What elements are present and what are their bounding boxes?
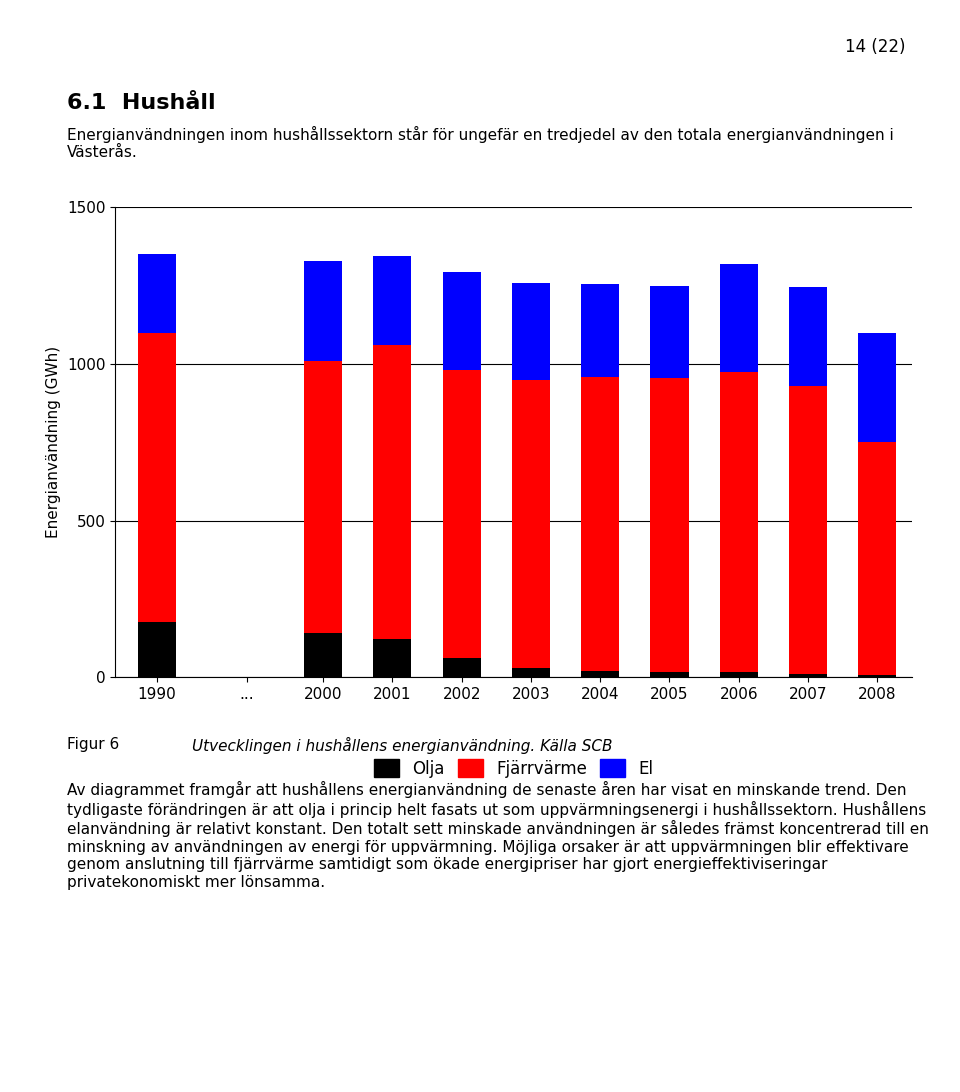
Text: Av diagrammet framgår att hushållens energianvändning de senaste åren har visat : Av diagrammet framgår att hushållens ene…	[67, 781, 929, 890]
Bar	[789, 385, 828, 674]
Bar	[581, 670, 619, 677]
Bar	[304, 360, 342, 633]
Text: 6.1  Hushåll: 6.1 Hushåll	[67, 93, 216, 112]
Bar	[373, 256, 412, 345]
Y-axis label: Energianvändning (GWh): Energianvändning (GWh)	[46, 346, 61, 538]
Bar	[789, 674, 828, 677]
Bar	[581, 284, 619, 377]
Bar	[137, 622, 176, 677]
Bar	[304, 261, 342, 360]
Bar	[720, 264, 757, 371]
Bar	[858, 676, 897, 677]
Bar	[443, 370, 481, 658]
Bar	[443, 658, 481, 677]
Text: 14 (22): 14 (22)	[845, 38, 905, 56]
Bar	[858, 442, 897, 676]
Bar	[137, 333, 176, 622]
Bar	[512, 667, 550, 677]
Bar	[373, 345, 412, 640]
Bar	[720, 673, 757, 677]
Text: Figur 6: Figur 6	[67, 737, 119, 752]
Bar	[137, 254, 176, 333]
Bar	[720, 371, 757, 673]
Bar	[443, 272, 481, 370]
Text: Energianvändningen inom hushållssektorn står för ungefär en tredjedel av den tot: Energianvändningen inom hushållssektorn …	[67, 126, 894, 161]
Text: Utvecklingen i hushållens energianvändning. Källa SCB: Utvecklingen i hushållens energianvändni…	[192, 737, 612, 755]
Bar	[304, 633, 342, 677]
Bar	[858, 333, 897, 442]
Bar	[789, 287, 828, 385]
Bar	[581, 377, 619, 670]
Bar	[651, 286, 688, 378]
Bar	[512, 283, 550, 380]
Bar	[512, 380, 550, 667]
Bar	[651, 673, 688, 677]
Legend: Olja, Fjärrvärme, El: Olja, Fjärrvärme, El	[366, 751, 661, 786]
Bar	[651, 378, 688, 673]
Bar	[373, 640, 412, 677]
